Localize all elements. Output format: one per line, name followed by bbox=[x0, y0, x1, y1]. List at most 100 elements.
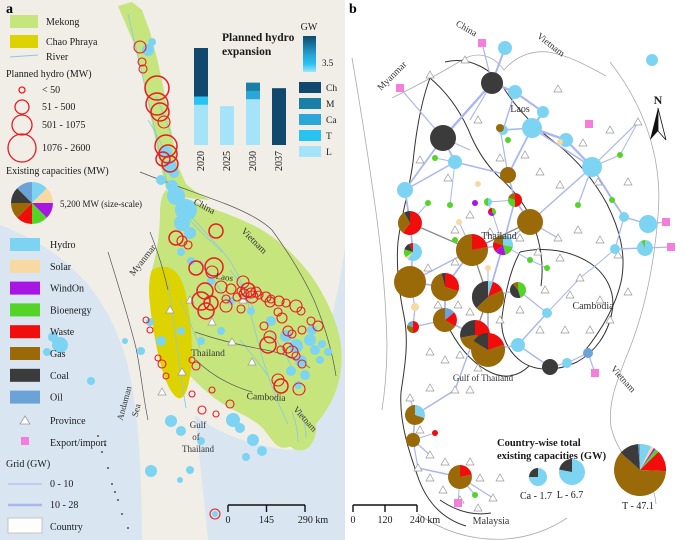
capacity-pie-slice bbox=[472, 234, 488, 250]
north-arrow-right bbox=[657, 107, 667, 141]
planned-hydro-circle bbox=[225, 399, 235, 409]
existing-hydro-dot bbox=[156, 175, 166, 185]
capacity-pie bbox=[619, 212, 629, 222]
province-triangle bbox=[633, 117, 643, 126]
planned-hydro-circle bbox=[168, 230, 184, 246]
planned-hydro-circle bbox=[212, 410, 220, 418]
capacity-pie-slice bbox=[488, 198, 492, 206]
legend-label: River bbox=[46, 52, 69, 63]
capacity-pie-slice bbox=[445, 273, 459, 292]
capacity-pie bbox=[472, 200, 478, 206]
country-total-pie-slice bbox=[559, 459, 572, 472]
province-triangle bbox=[573, 225, 583, 234]
chart-legend-label: L bbox=[326, 148, 332, 158]
province-triangle bbox=[465, 457, 475, 466]
province-triangle bbox=[450, 385, 460, 394]
province-triangle bbox=[515, 305, 525, 314]
existing-hydro-dot bbox=[43, 348, 51, 356]
planned-hydro-circle bbox=[197, 302, 215, 320]
planned-hydro-circle bbox=[259, 321, 269, 331]
scalebar-tick: 290 km bbox=[298, 515, 329, 526]
export-import-square bbox=[667, 243, 675, 251]
capacity-pie-slice bbox=[503, 235, 513, 247]
grid-edge bbox=[529, 259, 548, 269]
planned-hydro-circles bbox=[133, 40, 324, 520]
existing-hydro-dot bbox=[48, 332, 58, 342]
grid-edge bbox=[517, 312, 548, 346]
planned-hydro-circle bbox=[296, 306, 306, 316]
existing-hydro-dot bbox=[148, 38, 156, 46]
bar-year-label: 2025 bbox=[222, 151, 233, 171]
province-triangle bbox=[157, 387, 167, 396]
capacity-pie bbox=[406, 433, 420, 447]
bar-year-label: 2037 bbox=[274, 151, 285, 171]
grid-edge bbox=[579, 261, 601, 279]
legend-swatch bbox=[10, 35, 38, 48]
chart-title: expansion bbox=[222, 46, 272, 58]
planned-hydro-expansion-chart: Planned hydro expansion GW 3.5 Ch M Ca TL 2020 20… bbox=[194, 22, 337, 171]
country-total-pie-slice bbox=[614, 452, 666, 496]
planned-hydro-circle bbox=[225, 283, 237, 295]
existing-hydro-dot bbox=[207, 277, 215, 285]
scalebar-tick: 0 bbox=[351, 515, 356, 526]
province-triangle bbox=[450, 225, 460, 234]
planned-hydro-circle bbox=[188, 260, 204, 276]
province-triangle bbox=[415, 155, 425, 164]
planned-hydro-circle bbox=[219, 299, 233, 313]
capacity-pie-slice bbox=[406, 325, 413, 333]
grid-edge bbox=[546, 277, 581, 314]
type-swatch-solar bbox=[10, 259, 40, 273]
capacity-pie-slice bbox=[405, 252, 413, 260]
north-arrow: N bbox=[650, 93, 667, 141]
planned-hydro-circle bbox=[297, 325, 307, 335]
province-triangle bbox=[165, 305, 175, 314]
capacity-pie bbox=[505, 137, 511, 143]
province-triangle bbox=[177, 367, 187, 376]
panel-b-scalebar: 0 120 240 km bbox=[351, 504, 440, 526]
capacity-pie bbox=[582, 157, 602, 177]
country-total-pie-slice bbox=[529, 468, 538, 477]
capacity-pie bbox=[557, 139, 563, 145]
province-triangle bbox=[473, 503, 483, 512]
province-triangle bbox=[465, 210, 475, 219]
grid-edge bbox=[404, 161, 456, 191]
province-triangle bbox=[488, 493, 498, 502]
bar-segment-Ca bbox=[246, 90, 260, 100]
chart-legend-swatch bbox=[299, 146, 321, 157]
existing-hydro-dot bbox=[307, 325, 317, 335]
capacity-pie bbox=[475, 181, 481, 187]
map-label: Gulf of Thailand bbox=[453, 373, 514, 383]
chart-title: Planned hydro bbox=[222, 32, 295, 44]
planned-class-circle bbox=[11, 114, 33, 136]
capacity-pie-slice bbox=[508, 192, 515, 200]
bar-year-label: 2030 bbox=[248, 151, 259, 171]
planned-hydro-circle bbox=[188, 356, 196, 364]
existing-hydro-dot bbox=[316, 356, 324, 364]
map-label: Gulf bbox=[190, 420, 207, 430]
country-total-label: T - 47.1 bbox=[622, 501, 654, 512]
province-triangle bbox=[495, 315, 505, 324]
type-swatch-hydro bbox=[10, 238, 40, 251]
province-triangle bbox=[623, 287, 633, 296]
capacity-pie-slice bbox=[404, 211, 410, 223]
capacity-pie bbox=[583, 348, 593, 358]
grid-edge bbox=[529, 166, 593, 223]
map-label: Sea bbox=[130, 403, 143, 418]
existing-hydro-dot bbox=[176, 426, 186, 436]
type-swatch-bioenergy bbox=[10, 303, 40, 317]
province-triangle bbox=[605, 125, 615, 134]
export-import-square bbox=[396, 84, 404, 92]
grid-edge bbox=[449, 161, 456, 206]
panel-b-map: ChinaVietnamMyanmarLaosThailandCambodiaG… bbox=[345, 0, 685, 540]
legend-label: Country bbox=[50, 522, 83, 533]
legend-label: Province bbox=[50, 416, 86, 427]
scalebar-tick: 145 bbox=[259, 515, 274, 526]
province-triangle bbox=[455, 350, 465, 359]
planned-hydro-circle bbox=[154, 354, 162, 362]
chart-legend-swatch bbox=[299, 98, 321, 109]
type-swatch-waste bbox=[10, 325, 40, 339]
capacity-pie bbox=[447, 202, 453, 208]
north-arrow-left bbox=[650, 108, 658, 140]
legend-title: Grid (GW) bbox=[6, 459, 50, 470]
planned-hydro-circle bbox=[157, 115, 171, 129]
